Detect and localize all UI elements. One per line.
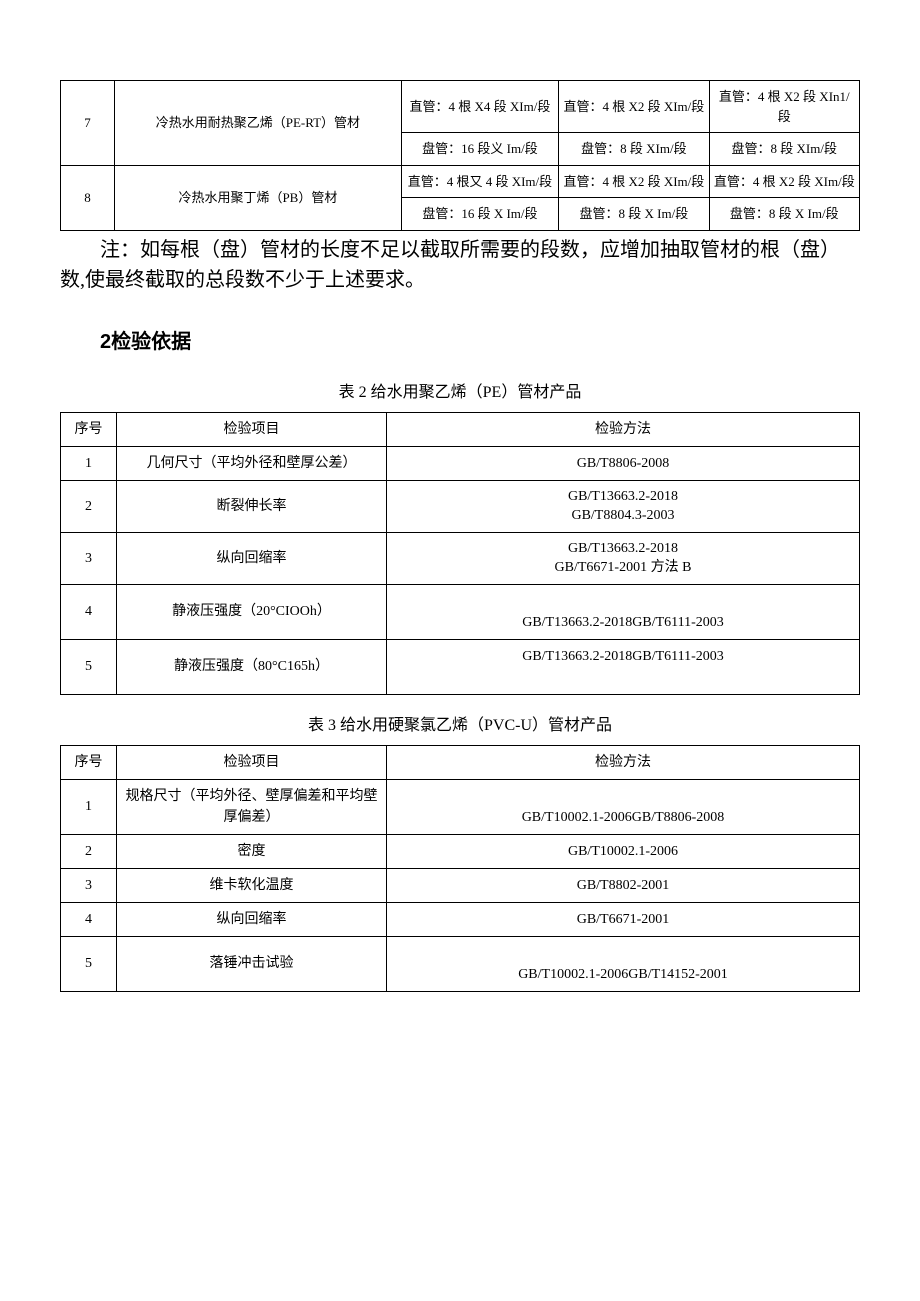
method-text: GB/T13663.2-2018GB/T6111-2003 [522,615,724,630]
cell: 直管：4 根 X2 段 XIm/段 [709,165,859,198]
table-row: 5 落锤冲击试验 GB/T10002.1-2006GB/T14152-2001 [61,936,860,991]
header-method: 检验方法 [387,745,860,779]
section-heading: 2检验依据 [60,325,860,354]
name-cell: 冷热水用耐热聚乙烯（PE-RT）管材 [115,81,402,166]
item-cell: 落锤冲击试验 [117,936,387,991]
seq-cell: 2 [61,480,117,532]
seq-cell: 8 [61,165,115,230]
table-row: 2 密度 GB/T10002.1-2006 [61,834,860,868]
table-row: 4 纵向回缩率 GB/T6671-2001 [61,902,860,936]
seq-cell: 1 [61,446,117,480]
name-cell: 冷热水用聚丁烯（PB）管材 [115,165,402,230]
method-line: GB/T8804.3-2003 [571,508,674,523]
cell: 盘管：16 段义 Im/段 [401,133,558,166]
method-line: GB/T13663.2-2018 [568,541,678,556]
cell: 盘管：8 段 XIm/段 [559,133,709,166]
method-line: GB/T6671-2001 方法 B [555,560,692,575]
seq-cell: 7 [61,81,115,166]
seq-cell: 4 [61,902,117,936]
method-cell: GB/T10002.1-2006 [387,834,860,868]
item-cell: 密度 [117,834,387,868]
cell: 盘管：8 段 X Im/段 [709,198,859,231]
header-seq: 序号 [61,745,117,779]
method-cell: GB/T13663.2-2018GB/T6111-2003 [387,584,860,639]
method-cell: GB/T8802-2001 [387,868,860,902]
method-cell: GB/T10002.1-2006GB/T8806-2008 [387,779,860,834]
seq-cell: 1 [61,779,117,834]
sampling-table: 7 冷热水用耐热聚乙烯（PE-RT）管材 直管：4 根 X4 段 XIm/段 直… [60,80,860,231]
item-cell: 纵向回缩率 [117,532,387,584]
header-seq: 序号 [61,412,117,446]
item-cell: 断裂伸长率 [117,480,387,532]
method-cell: GB/T13663.2-2018GB/T6111-2003 [387,639,860,694]
cell: 盘管：8 段 X Im/段 [559,198,709,231]
table-header-row: 序号 检验项目 检验方法 [61,412,860,446]
table2-title: 表 2 给水用聚乙烯（PE）管材产品 [60,378,860,402]
method-cell: GB/T6671-2001 [387,902,860,936]
cell: 直管：4 根 X4 段 XIm/段 [401,81,558,133]
seq-cell: 5 [61,639,117,694]
item-cell: 静液压强度（20°CIOOh） [117,584,387,639]
table-row: 8 冷热水用聚丁烯（PB）管材 直管：4 根又 4 段 XIm/段 直管：4 根… [61,165,860,198]
seq-cell: 2 [61,834,117,868]
cell: 直管：4 根 X2 段 XIn1/段 [709,81,859,133]
table-row: 3 纵向回缩率 GB/T13663.2-2018 GB/T6671-2001 方… [61,532,860,584]
table-row: 4 静液压强度（20°CIOOh） GB/T13663.2-2018GB/T61… [61,584,860,639]
method-text: GB/T10002.1-2006GB/T14152-2001 [518,967,728,982]
item-cell: 维卡软化温度 [117,868,387,902]
seq-cell: 3 [61,868,117,902]
method-cell: GB/T13663.2-2018 GB/T6671-2001 方法 B [387,532,860,584]
table3-title: 表 3 给水用硬聚氯乙烯（PVC-U）管材产品 [60,711,860,735]
header-item: 检验项目 [117,745,387,779]
cell: 直管：4 根又 4 段 XIm/段 [401,165,558,198]
cell: 直管：4 根 X2 段 XIm/段 [559,81,709,133]
item-cell: 几何尺寸（平均外径和壁厚公差） [117,446,387,480]
item-cell: 静液压强度（80°C165h） [117,639,387,694]
method-cell: GB/T10002.1-2006GB/T14152-2001 [387,936,860,991]
cell: 盘管：8 段 XIm/段 [709,133,859,166]
inspection-table-pvcu: 序号 检验项目 检验方法 1 规格尺寸（平均外径、壁厚偏差和平均壁厚偏差） GB… [60,745,860,992]
item-cell: 纵向回缩率 [117,902,387,936]
method-text: GB/T10002.1-2006GB/T8806-2008 [522,810,725,825]
cell: 盘管：16 段 X Im/段 [401,198,558,231]
method-line: GB/T13663.2-2018 [568,489,678,504]
seq-cell: 4 [61,584,117,639]
table-header-row: 序号 检验项目 检验方法 [61,745,860,779]
seq-cell: 3 [61,532,117,584]
method-cell: GB/T8806-2008 [387,446,860,480]
method-text: GB/T13663.2-2018GB/T6111-2003 [522,649,724,664]
table-row: 1 几何尺寸（平均外径和壁厚公差） GB/T8806-2008 [61,446,860,480]
inspection-table-pe: 序号 检验项目 检验方法 1 几何尺寸（平均外径和壁厚公差） GB/T8806-… [60,412,860,695]
table-row: 7 冷热水用耐热聚乙烯（PE-RT）管材 直管：4 根 X4 段 XIm/段 直… [61,81,860,133]
cell: 直管：4 根 X2 段 XIm/段 [559,165,709,198]
seq-cell: 5 [61,936,117,991]
table-row: 2 断裂伸长率 GB/T13663.2-2018 GB/T8804.3-2003 [61,480,860,532]
table-note: 注：如每根（盘）管材的长度不足以截取所需要的段数，应增加抽取管材的根（盘）数,使… [60,235,860,295]
header-item: 检验项目 [117,412,387,446]
item-cell: 规格尺寸（平均外径、壁厚偏差和平均壁厚偏差） [117,779,387,834]
table-row: 3 维卡软化温度 GB/T8802-2001 [61,868,860,902]
header-method: 检验方法 [387,412,860,446]
table-row: 5 静液压强度（80°C165h） GB/T13663.2-2018GB/T61… [61,639,860,694]
method-cell: GB/T13663.2-2018 GB/T8804.3-2003 [387,480,860,532]
table-row: 1 规格尺寸（平均外径、壁厚偏差和平均壁厚偏差） GB/T10002.1-200… [61,779,860,834]
